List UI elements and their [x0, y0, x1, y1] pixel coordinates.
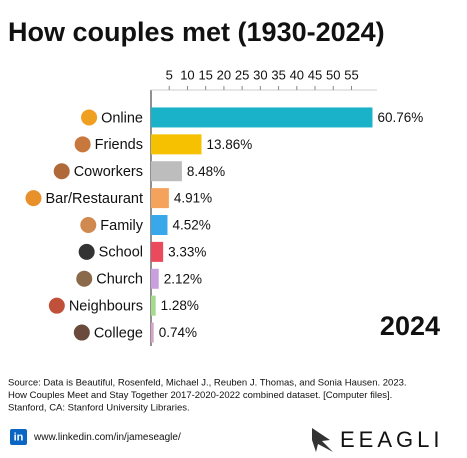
x-tick-label: 45	[308, 67, 322, 82]
category-icon	[53, 163, 70, 180]
source: Source: Data is Beautiful, Rosenfeld, Mi…	[8, 378, 407, 414]
x-tick-label: 30	[253, 67, 267, 82]
linkedin-icon: in	[14, 431, 24, 443]
category-label: Church	[96, 272, 143, 288]
source-line: How Couples Meet and Stay Together 2017-…	[8, 390, 392, 401]
category-label: Neighbours	[69, 298, 143, 314]
category-label: College	[94, 325, 143, 341]
x-tick-label: 10	[180, 67, 194, 82]
bar	[151, 268, 159, 289]
category-icon	[74, 136, 91, 153]
value-label: 8.48%	[187, 164, 225, 179]
bar	[151, 161, 182, 182]
value-label: 60.76%	[377, 110, 423, 125]
category-icon	[81, 109, 98, 126]
category-label: Friends	[95, 137, 143, 153]
x-tick-label: 40	[290, 67, 304, 82]
x-tick-label: 50	[326, 67, 340, 82]
value-label: 1.28%	[161, 298, 199, 313]
logo-mark	[312, 428, 333, 452]
source-line: Stanford, CA: Stanford University Librar…	[8, 403, 190, 414]
value-label: 4.91%	[174, 191, 212, 206]
category-icon	[78, 243, 95, 260]
linkedin-icon-bg	[10, 429, 27, 445]
value-label: 4.52%	[172, 218, 210, 233]
bar	[151, 241, 164, 262]
chart-title: How couples met (1930-2024)	[8, 17, 385, 47]
value-label: 2.12%	[164, 271, 202, 286]
bar	[151, 295, 156, 316]
bar	[151, 188, 169, 209]
value-label: 3.33%	[168, 244, 206, 259]
bar	[151, 215, 168, 235]
bar	[151, 107, 373, 128]
category-icon	[48, 297, 65, 314]
x-tick-label: 25	[235, 67, 249, 82]
value-label: 0.74%	[159, 325, 197, 340]
logo: EEAGLI	[340, 427, 443, 452]
linkedin-url: www.linkedin.com/in/jameseagle/	[33, 432, 181, 443]
category-label: School	[99, 245, 143, 261]
source-line: Source: Data is Beautiful, Rosenfeld, Mi…	[8, 378, 407, 389]
x-tick-label: 20	[217, 67, 231, 82]
category-icon	[25, 190, 42, 207]
x-tick-label: 15	[198, 67, 212, 82]
bar	[151, 134, 202, 155]
x-tick-label: 5	[166, 67, 173, 82]
category-label: Online	[101, 110, 143, 126]
x-tick-label: 35	[271, 67, 285, 82]
category-icon	[76, 270, 93, 287]
value-label: 13.86%	[207, 137, 253, 152]
category-icon	[80, 217, 97, 233]
category-icon	[73, 324, 90, 341]
category-label: Family	[100, 218, 143, 234]
category-label: Coworkers	[74, 164, 143, 180]
category-label: Bar/Restaurant	[45, 191, 143, 207]
year-annotation: 2024	[380, 311, 440, 341]
bar	[151, 322, 154, 343]
x-tick-label: 55	[344, 67, 358, 82]
